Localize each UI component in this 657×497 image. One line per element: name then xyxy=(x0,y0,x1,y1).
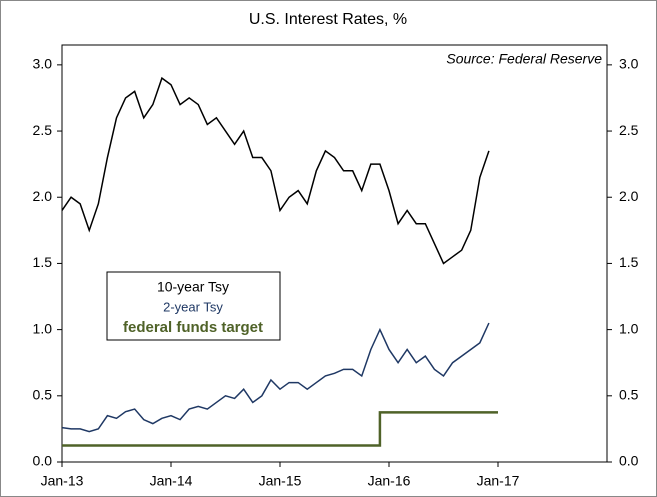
y-tick-label: 3.0 xyxy=(33,56,53,72)
x-tick-label: Jan-13 xyxy=(41,473,84,489)
y2-tick-label: 0.0 xyxy=(619,453,639,469)
legend-entry: 2-year Tsy xyxy=(163,299,223,314)
series-line xyxy=(61,322,490,433)
legend-entry: federal funds target xyxy=(123,319,263,336)
y-tick-label: 0.5 xyxy=(33,387,53,403)
x-tick-label: Jan-16 xyxy=(368,473,411,489)
y2-tick-label: 3.0 xyxy=(619,56,639,72)
plot-frame xyxy=(61,44,608,463)
legend-box xyxy=(106,271,281,341)
chart-title: U.S. Interest Rates, % xyxy=(249,11,407,28)
y-tick-label: 1.0 xyxy=(33,320,53,336)
x-tick-label: Jan-14 xyxy=(150,473,193,489)
y-tick-label: 1.5 xyxy=(33,254,53,270)
series-line xyxy=(61,76,490,265)
x-tick-label: Jan-17 xyxy=(477,473,520,489)
y2-tick-label: 2.5 xyxy=(619,122,639,138)
series-line xyxy=(62,411,498,447)
y2-tick-label: 0.5 xyxy=(619,387,639,403)
source-note: Source: Federal Reserve xyxy=(446,51,602,67)
x-tick-label: Jan-15 xyxy=(259,473,302,489)
y2-tick-label: 2.0 xyxy=(619,188,639,204)
y-tick-label: 2.0 xyxy=(33,188,53,204)
legend-entry: 10-year Tsy xyxy=(157,279,229,295)
y-tick-label: 0.0 xyxy=(33,453,53,469)
y-tick-label: 2.5 xyxy=(33,122,53,138)
y2-tick-label: 1.5 xyxy=(619,254,639,270)
y2-tick-label: 1.0 xyxy=(619,320,639,336)
